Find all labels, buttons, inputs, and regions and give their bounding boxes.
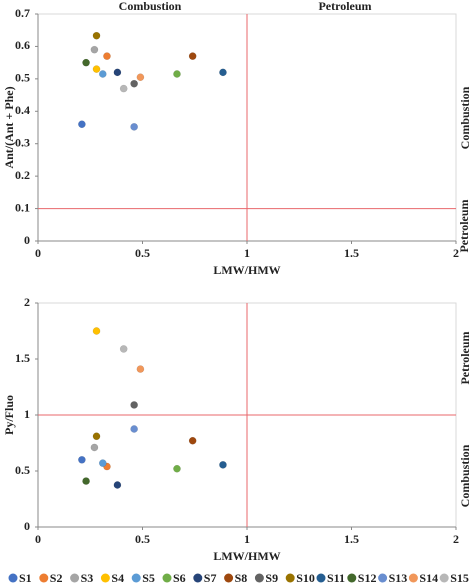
legend-swatch: [285, 573, 295, 583]
legend-swatch: [162, 573, 172, 583]
legend-label: S5: [142, 571, 155, 585]
point: [90, 45, 99, 54]
legend-label: S8: [235, 571, 248, 585]
point: [103, 52, 111, 61]
legend-swatch: [378, 573, 388, 583]
legend-label: S2: [50, 571, 63, 585]
point: [119, 345, 128, 353]
legend-swatch: [39, 573, 49, 583]
legend-label: S15: [450, 571, 469, 585]
legend-label: S9: [265, 571, 278, 585]
point: [78, 120, 86, 129]
point: [92, 31, 101, 40]
x-tick-label: 0: [35, 532, 41, 546]
point: [113, 68, 122, 77]
legend-label: S13: [389, 571, 408, 585]
point: [98, 459, 107, 468]
legend-label: S11: [327, 571, 345, 585]
legend-swatch: [100, 573, 110, 583]
y-tick-label: 0.1: [15, 200, 30, 214]
legend-label: S6: [173, 571, 186, 585]
point: [92, 65, 101, 73]
x-tick-label: 1.5: [344, 246, 359, 260]
point: [78, 455, 86, 464]
legend-swatch: [224, 573, 234, 583]
x-tick-label: 1: [244, 532, 250, 546]
legend-swatch: [254, 573, 264, 583]
annotation: Combustion: [458, 86, 472, 149]
y-tick-label: 0.2: [15, 168, 30, 182]
y-tick-label: 0.6: [15, 38, 30, 52]
point: [113, 481, 122, 489]
point: [136, 73, 145, 82]
x-tick-label: 2: [453, 246, 459, 260]
point: [173, 464, 181, 473]
y-tick-label: 0: [24, 233, 30, 247]
point: [188, 436, 197, 445]
legend-swatch: [8, 573, 18, 583]
point: [136, 365, 145, 373]
x-axis-label: LMW/HMW: [213, 549, 280, 563]
x-tick-label: 1.5: [344, 532, 359, 546]
legend-label: S4: [111, 571, 124, 585]
legend-label: S14: [419, 571, 438, 585]
point: [82, 477, 90, 485]
point: [98, 70, 107, 78]
annotation: Combustion: [458, 444, 472, 507]
annotation: Petroleum: [457, 199, 471, 252]
y-tick-label: 1: [24, 407, 30, 421]
point: [119, 84, 128, 93]
point: [219, 460, 227, 469]
legend-swatch: [70, 573, 80, 583]
legend-swatch: [347, 573, 357, 583]
legend-swatch: [193, 573, 203, 583]
x-axis-label: LMW/HMW: [213, 263, 280, 277]
y-tick-label: 0.7: [15, 6, 30, 20]
y-tick-label: 1.5: [15, 351, 30, 365]
y-tick-label: 0.4: [15, 103, 30, 117]
legend-swatch: [131, 573, 141, 583]
y-tick-label: 0.5: [15, 463, 30, 477]
legend-label: S1: [19, 571, 32, 585]
legend-label: S7: [204, 571, 217, 585]
point: [130, 401, 138, 409]
y-tick-label: 0.5: [15, 71, 30, 85]
point: [130, 79, 138, 88]
point: [92, 432, 101, 441]
legend-swatch: [408, 573, 418, 583]
legend-label: S10: [296, 571, 315, 585]
x-tick-label: 0.5: [135, 246, 150, 260]
point: [92, 327, 101, 335]
annotation: Combustion: [119, 0, 182, 13]
annotation: Petroleum: [318, 0, 371, 13]
y-axis-label: Ant/(Ant + Phe): [2, 86, 16, 168]
legend-label: S3: [81, 571, 94, 585]
x-tick-label: 2: [453, 532, 459, 546]
point: [130, 123, 138, 131]
point: [173, 70, 181, 78]
point: [219, 68, 227, 77]
y-axis-label: Py/Fluo: [2, 395, 16, 435]
legend-label: S12: [358, 571, 377, 585]
y-tick-label: 0: [24, 519, 30, 533]
point: [82, 58, 90, 67]
point: [90, 443, 99, 452]
y-tick-label: 0.3: [15, 135, 30, 149]
legend-swatch: [439, 573, 449, 583]
x-tick-label: 0: [35, 246, 41, 260]
x-tick-label: 1: [244, 246, 250, 260]
point: [130, 425, 138, 433]
annotation: Petroleum: [458, 331, 472, 384]
y-tick-label: 2: [24, 295, 30, 309]
point: [188, 52, 197, 61]
x-tick-label: 0.5: [135, 532, 150, 546]
legend-swatch: [316, 573, 326, 583]
